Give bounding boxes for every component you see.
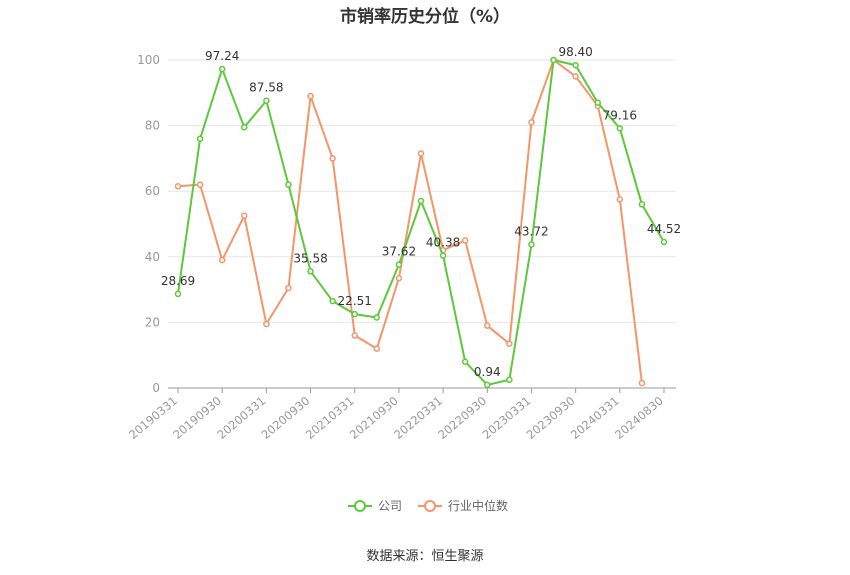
data-point bbox=[285, 181, 292, 188]
data-point bbox=[572, 73, 579, 80]
data-point bbox=[329, 297, 336, 305]
data-point bbox=[241, 212, 248, 220]
y-tick-label: 20 bbox=[145, 315, 160, 329]
data-point bbox=[506, 340, 513, 347]
data-point bbox=[660, 238, 668, 246]
source-note: 数据来源：恒生聚源 bbox=[366, 549, 484, 564]
data-label: 87.58 bbox=[249, 81, 283, 95]
series-layer bbox=[174, 56, 668, 389]
data-label: 44.52 bbox=[647, 222, 681, 236]
data-label: 28.69 bbox=[161, 274, 195, 288]
data-point bbox=[395, 261, 403, 268]
grid-layer bbox=[168, 59, 676, 323]
data-point bbox=[174, 183, 182, 190]
legend-marker bbox=[354, 500, 366, 512]
data-label: 37.62 bbox=[382, 245, 416, 259]
data-label: 40.38 bbox=[426, 236, 460, 250]
data-label: 43.72 bbox=[514, 225, 548, 239]
data-point bbox=[218, 65, 226, 73]
data-point bbox=[218, 256, 226, 264]
data-label: 0.94 bbox=[474, 365, 501, 379]
data-point bbox=[528, 119, 535, 126]
data-point bbox=[263, 97, 270, 104]
data-point bbox=[285, 284, 292, 292]
legend[interactable]: 公司 行业中位数 bbox=[348, 498, 508, 513]
data-point bbox=[373, 345, 381, 352]
data-point bbox=[417, 197, 425, 205]
data-point bbox=[461, 358, 469, 366]
y-tick-label: 60 bbox=[145, 184, 160, 198]
data-point bbox=[594, 99, 601, 106]
data-point bbox=[638, 201, 646, 208]
data-label: 98.40 bbox=[558, 45, 592, 59]
data-point bbox=[638, 379, 646, 387]
chart-title: 市销率历史分位（%） bbox=[339, 7, 511, 27]
series-line-0 bbox=[177, 59, 665, 386]
data-point bbox=[196, 181, 204, 188]
x-tick-label: 20200930 bbox=[259, 394, 313, 442]
y-tick-label: 100 bbox=[137, 53, 160, 67]
x-tick-label: 20240331 bbox=[568, 394, 622, 442]
data-point bbox=[307, 92, 314, 100]
x-tick-label: 20210930 bbox=[347, 394, 401, 442]
data-label-layer: 28.69 97.24 87.58 35.58 22.51 37.62 40.38 0.94 4… bbox=[161, 45, 681, 379]
data-point bbox=[616, 196, 624, 203]
x-tick-label: 20230331 bbox=[480, 394, 534, 442]
data-point bbox=[196, 135, 204, 142]
data-point bbox=[174, 290, 182, 298]
legend-label: 行业中位数 bbox=[448, 498, 508, 513]
legend-label: 公司 bbox=[378, 499, 402, 513]
legend-marker bbox=[424, 500, 436, 512]
y-tick-label: 40 bbox=[145, 250, 160, 264]
x-tick-label: 20190930 bbox=[170, 394, 224, 442]
data-label: 35.58 bbox=[293, 251, 327, 265]
data-point bbox=[484, 322, 491, 329]
data-point bbox=[484, 381, 491, 389]
x-tick-label: 20210331 bbox=[303, 394, 357, 442]
x-tick-label: 20230930 bbox=[524, 394, 578, 442]
data-point bbox=[461, 237, 469, 244]
legend-item-0[interactable]: 公司 bbox=[348, 499, 402, 513]
data-point bbox=[329, 155, 336, 162]
data-point bbox=[351, 310, 358, 318]
x-tick-label: 20240830 bbox=[612, 394, 666, 442]
data-point bbox=[263, 320, 270, 328]
data-point bbox=[572, 61, 579, 69]
x-tick-label: 20190331 bbox=[126, 394, 180, 442]
y-tick-label: 0 bbox=[152, 381, 160, 395]
data-point bbox=[528, 241, 535, 248]
data-point bbox=[241, 123, 248, 131]
x-tick-label: 20220930 bbox=[435, 394, 489, 442]
data-point bbox=[439, 252, 447, 259]
data-label: 97.24 bbox=[205, 49, 239, 63]
y-tick-label: 80 bbox=[145, 119, 160, 133]
data-point bbox=[351, 332, 358, 339]
x-tick-label: 20220331 bbox=[391, 394, 445, 442]
data-label: 22.51 bbox=[338, 294, 372, 308]
data-point bbox=[506, 376, 513, 384]
data-point bbox=[373, 314, 381, 321]
data-point bbox=[550, 56, 557, 64]
series-line-1 bbox=[177, 59, 643, 384]
data-point bbox=[307, 268, 314, 275]
data-point bbox=[395, 274, 403, 282]
data-point bbox=[417, 150, 425, 157]
x-tick-label: 20200331 bbox=[214, 394, 268, 442]
legend-item-1[interactable]: 行业中位数 bbox=[418, 498, 508, 513]
data-point bbox=[616, 125, 624, 132]
data-label: 79.16 bbox=[603, 108, 637, 122]
